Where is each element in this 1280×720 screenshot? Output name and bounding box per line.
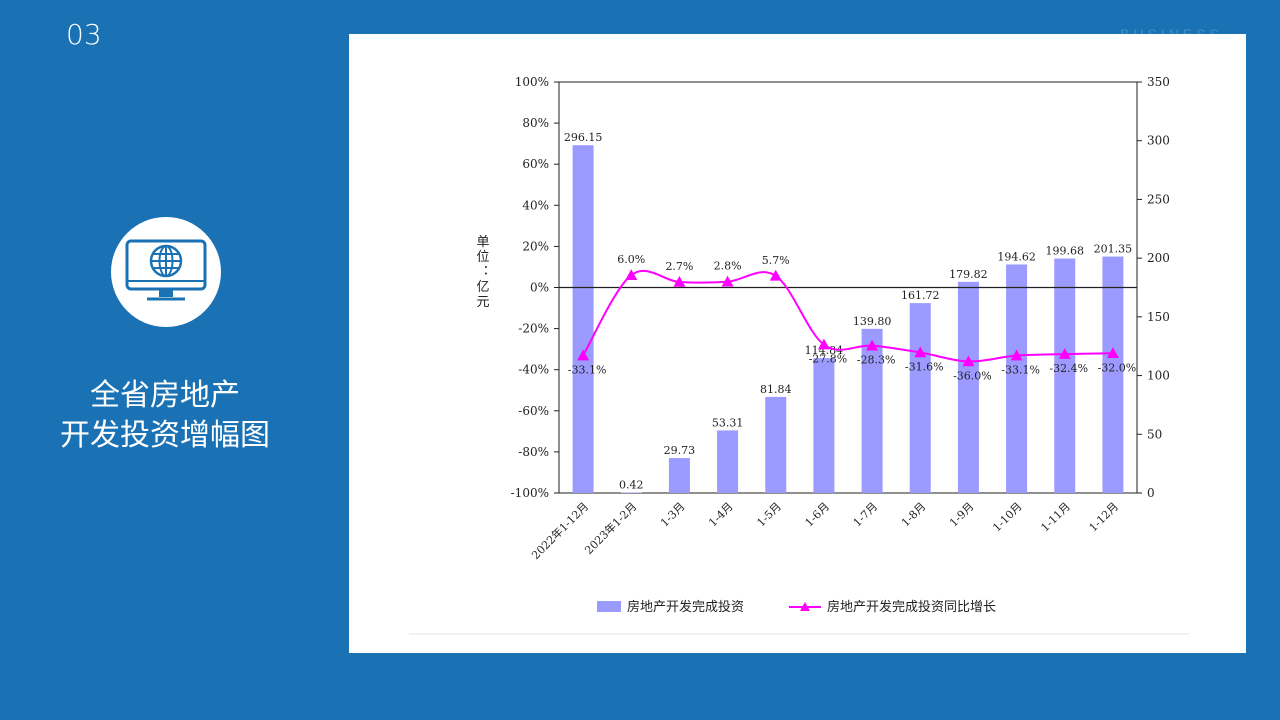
x-axis-category-label: 1-12月 bbox=[1087, 500, 1121, 534]
bar bbox=[620, 492, 642, 494]
x-axis-category-label: 1-8月 bbox=[899, 500, 928, 529]
growth-marker bbox=[721, 275, 734, 287]
growth-value-label: -32.4% bbox=[1049, 362, 1088, 375]
growth-value-label: -33.1% bbox=[1001, 364, 1040, 377]
left-axis-tick-label: -60% bbox=[518, 404, 549, 418]
left-axis-tick-label: 100% bbox=[515, 75, 549, 89]
left-axis-tick-label: 80% bbox=[522, 116, 549, 130]
growth-marker bbox=[962, 355, 975, 367]
legend-bar-label: 房地产开发完成投资 bbox=[627, 599, 744, 615]
growth-value-label: 2.8% bbox=[714, 260, 742, 273]
right-axis-tick-label: 50 bbox=[1147, 427, 1162, 441]
globe-monitor-icon bbox=[125, 239, 207, 301]
left-axis-tick-label: -80% bbox=[518, 445, 549, 459]
section-title-line-2: 开发投资增幅图 bbox=[60, 418, 270, 453]
growth-marker bbox=[625, 269, 638, 280]
growth-marker bbox=[1058, 348, 1071, 359]
growth-marker bbox=[1010, 349, 1023, 361]
bar bbox=[668, 458, 690, 493]
bar-value-label: 139.80 bbox=[853, 315, 892, 328]
left-axis-tick-label: -20% bbox=[518, 322, 549, 336]
x-axis-category-label: 1-5月 bbox=[754, 500, 783, 529]
left-axis-tick-label: 20% bbox=[522, 239, 549, 253]
right-axis-tick-label: 250 bbox=[1147, 192, 1170, 206]
bar-value-label: 114.84 bbox=[805, 344, 844, 357]
growth-marker bbox=[673, 275, 686, 287]
growth-value-label: -27.8% bbox=[809, 353, 848, 366]
bar-value-label: 194.62 bbox=[997, 250, 1035, 263]
bar-value-label: 29.73 bbox=[664, 444, 696, 457]
section-title-line-1: 全省房地产 bbox=[90, 378, 240, 413]
left-axis-tick-label: 60% bbox=[522, 157, 549, 171]
growth-marker bbox=[866, 339, 879, 351]
left-axis-tick-label: 0% bbox=[530, 281, 549, 295]
growth-marker bbox=[769, 269, 782, 281]
bar bbox=[813, 358, 835, 493]
growth-value-label: -36.0% bbox=[953, 369, 992, 382]
growth-value-label: 2.7% bbox=[665, 260, 693, 273]
right-axis-tick-label: 350 bbox=[1147, 75, 1170, 89]
legend-line-label: 房地产开发完成投资同比增长 bbox=[827, 599, 996, 615]
bar-value-label: 0.42 bbox=[619, 479, 644, 492]
legend-bar-swatch bbox=[597, 601, 621, 612]
x-axis-category-label: 2022年1-12月 bbox=[528, 499, 591, 562]
icon-badge bbox=[111, 217, 221, 327]
growth-value-label: -32.0% bbox=[1098, 361, 1137, 374]
x-axis-category-label: 1-9月 bbox=[947, 500, 976, 529]
bar-value-label: 161.72 bbox=[901, 289, 940, 302]
bar bbox=[717, 430, 739, 493]
bar-value-label: 179.82 bbox=[949, 268, 988, 281]
growth-marker bbox=[577, 349, 590, 361]
growth-value-label: 6.0% bbox=[617, 253, 645, 266]
growth-marker bbox=[1106, 347, 1119, 359]
bar-value-label: 81.84 bbox=[760, 383, 792, 396]
left-axis-tick-label: 40% bbox=[522, 198, 549, 212]
bar-value-label: 201.35 bbox=[1094, 243, 1133, 256]
growth-value-label: 5.7% bbox=[762, 254, 790, 267]
right-axis-tick-label: 200 bbox=[1147, 251, 1170, 265]
growth-marker bbox=[914, 346, 927, 358]
right-axis-tick-label: 300 bbox=[1147, 134, 1170, 148]
bar bbox=[957, 281, 979, 493]
growth-value-label: -31.6% bbox=[905, 360, 944, 373]
section-title: 全省房地产 开发投资增幅图 bbox=[40, 376, 290, 456]
left-axis-tick-label: -40% bbox=[518, 363, 549, 377]
bar-value-label: 199.68 bbox=[1046, 245, 1085, 258]
bar bbox=[1054, 258, 1076, 493]
bar bbox=[572, 145, 594, 493]
right-axis-tick-label: 150 bbox=[1147, 310, 1170, 324]
x-axis-category-label: 1-4月 bbox=[706, 500, 735, 529]
bar bbox=[1102, 256, 1124, 493]
growth-line bbox=[582, 269, 1113, 363]
right-axis-tick-label: 0 bbox=[1147, 486, 1155, 500]
x-axis-category-label: 1-10月 bbox=[990, 500, 1024, 534]
x-axis-category-label: 1-6月 bbox=[803, 500, 832, 529]
growth-value-label: -28.3% bbox=[857, 354, 896, 367]
growth-value-label: -33.1% bbox=[568, 364, 607, 377]
x-axis-category-label: 1-3月 bbox=[658, 500, 687, 529]
chart-panel: 100% 80% 60% 40% 20% 0% -20% -40% -60% -80% -100% 3… bbox=[349, 34, 1246, 653]
left-axis-tick-label: -100% bbox=[511, 486, 549, 500]
bar bbox=[1006, 264, 1028, 493]
x-axis-category-label: 2023年1-2月 bbox=[582, 499, 640, 557]
bar bbox=[861, 328, 883, 493]
x-axis-category-label: 1-7月 bbox=[851, 500, 880, 529]
right-axis-tick-label: 100 bbox=[1147, 369, 1170, 383]
y-axis-unit-label: 单位：亿元 bbox=[474, 235, 490, 310]
investment-chart: 100% 80% 60% 40% 20% 0% -20% -40% -60% -80% -100% 3… bbox=[409, 75, 1189, 635]
bar-value-label: 53.31 bbox=[712, 416, 744, 429]
bar bbox=[765, 396, 787, 493]
bar-value-label: 296.15 bbox=[564, 131, 603, 144]
slide-number: 03 bbox=[66, 18, 102, 51]
legend-line-marker bbox=[800, 602, 810, 611]
x-axis-category-label: 1-11月 bbox=[1038, 500, 1072, 534]
growth-marker bbox=[817, 338, 830, 350]
bar bbox=[909, 303, 931, 493]
